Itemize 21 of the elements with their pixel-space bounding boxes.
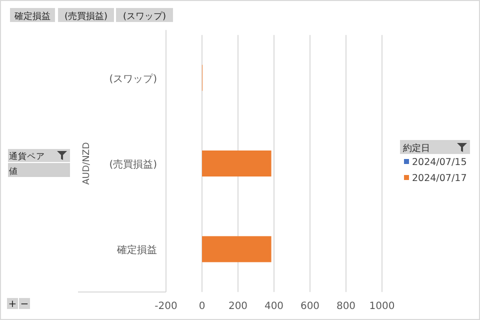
x-tick-label: 400 <box>264 301 284 312</box>
x-tick-label: 600 <box>300 301 320 312</box>
text: 値 <box>9 166 18 177</box>
text: 通貨ペア <box>9 151 45 162</box>
x-tick-label: 0 <box>198 301 206 312</box>
y-tick-label: (売買損益) <box>109 158 158 170</box>
text: (スワップ) <box>122 11 166 22</box>
x-tick-label: 1000 <box>369 301 395 312</box>
text: (売買損益) <box>64 11 108 22</box>
text: − <box>20 299 29 310</box>
legend-label: 2024/07/15 <box>412 157 467 168</box>
x-tick-label: 200 <box>228 301 248 312</box>
x-tick-label: -200 <box>154 301 178 312</box>
text: 確定損益 <box>14 11 50 22</box>
x-tick-label: 800 <box>336 301 356 312</box>
y-tick-label: (スワップ) <box>109 72 158 85</box>
y-tick-label: 確定損益 <box>116 244 157 256</box>
legend-label: 2024/07/17 <box>412 173 467 184</box>
text: + <box>8 299 17 310</box>
y-axis-title: AUD/NZD <box>82 142 92 185</box>
legend-title: 約定日 <box>403 143 430 154</box>
